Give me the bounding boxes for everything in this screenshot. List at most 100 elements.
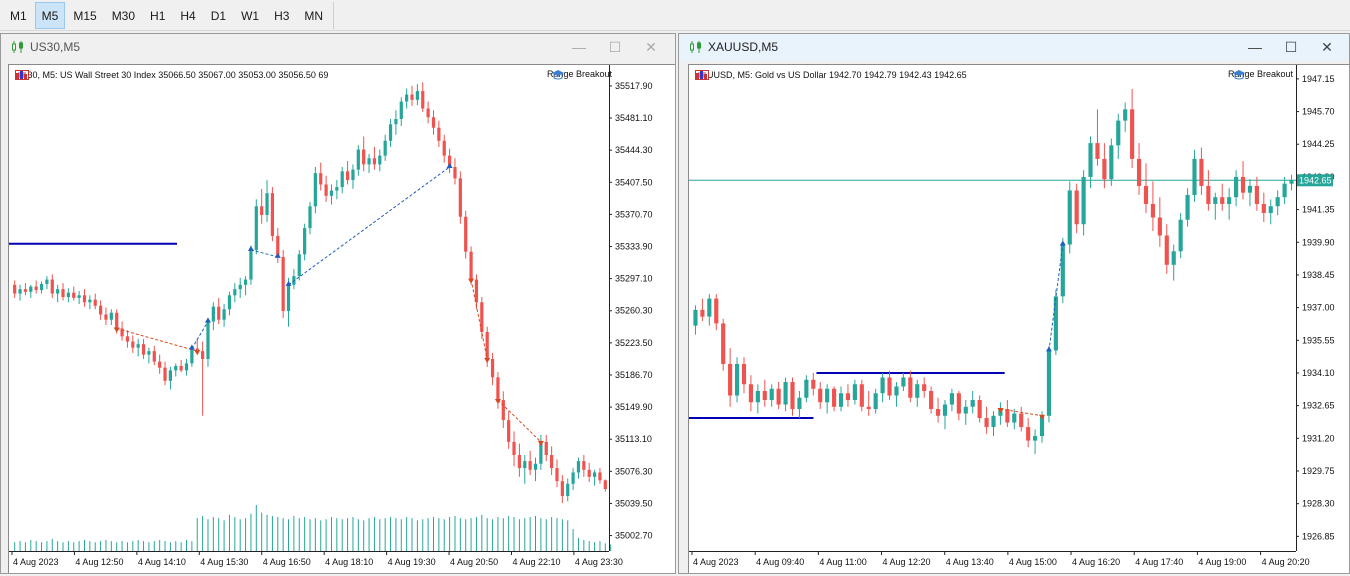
maximize-button[interactable]: ☐ [1284, 39, 1298, 55]
candle-body [82, 295, 87, 303]
trade-connection-line[interactable] [250, 249, 278, 258]
sell-deal-arrow[interactable] [997, 408, 1004, 414]
candle [1289, 174, 1294, 191]
price-axis-label: 35333.90 [615, 242, 653, 252]
timeframe-button-m5[interactable]: M5 [34, 2, 66, 29]
price-axis-label: 35444.30 [615, 145, 653, 155]
trade-connection-line[interactable] [1000, 408, 1043, 417]
candle [544, 434, 548, 462]
candle-body [963, 406, 968, 414]
time-axis-label: 4 Aug 22:10 [512, 557, 560, 567]
candle [367, 153, 371, 174]
candle [490, 352, 495, 386]
chart-window-us30[interactable]: US30,M5 — ☐ ✕ US30, M5: US Wall Street 3… [0, 33, 676, 574]
candle-body [991, 415, 996, 428]
candle [748, 375, 753, 412]
price-chart[interactable]: 1947.151945.701944.251942.801941.351939.… [689, 65, 1350, 576]
candle-body [324, 184, 328, 196]
trade-connection-line[interactable] [116, 327, 198, 352]
buy-deal-arrow[interactable] [188, 344, 195, 350]
buy-deal-arrow[interactable] [247, 245, 254, 251]
candle-body [394, 119, 398, 125]
buy-deal-arrow[interactable] [446, 163, 453, 168]
window-title-bar[interactable]: XAUUSD,M5 — ☐ ✕ [679, 34, 1349, 61]
candle [700, 298, 705, 322]
candle-body [351, 169, 355, 181]
candle [136, 338, 140, 357]
candle-body [1081, 176, 1086, 225]
chart-plot-area[interactable]: US30, M5: US Wall Street 30 Index 35066.… [8, 64, 675, 573]
timeframe-button-m15[interactable]: M15 [73, 9, 97, 23]
candle [260, 188, 264, 224]
candle [464, 210, 468, 259]
window-title-bar[interactable]: US30,M5 — ☐ ✕ [1, 34, 675, 61]
buy-deal-arrow[interactable] [1059, 240, 1066, 246]
candle [270, 187, 275, 242]
trade-connection-line[interactable] [288, 166, 450, 286]
price-axis-label: 35297.10 [615, 274, 653, 284]
timeframe-button-mn[interactable]: MN [304, 9, 324, 23]
candle [1088, 136, 1093, 189]
candle [211, 302, 215, 331]
sell-deal-arrow[interactable] [494, 399, 501, 405]
close-button[interactable]: ✕ [645, 39, 657, 55]
timeframe-button-group: M1 M5 M15 M30 H1 H4 D1 W1 H3 MN [3, 2, 335, 29]
candle-body [254, 206, 258, 250]
candle [963, 400, 968, 425]
candle [929, 386, 934, 414]
sell-deal-arrow[interactable] [537, 440, 544, 446]
candle-body [1123, 109, 1128, 121]
candle [734, 357, 740, 403]
timeframe-button-h1[interactable]: H1 [150, 9, 166, 23]
candle [1067, 181, 1072, 254]
expert-advisor-label[interactable]: Range Breakout [1228, 69, 1293, 80]
trade-connection-line[interactable] [191, 321, 209, 349]
buy-deal-arrow[interactable] [274, 252, 281, 258]
candle [501, 391, 505, 428]
depth-of-market-icon[interactable] [695, 70, 709, 80]
price-axis-label: 35517.90 [615, 81, 653, 91]
buy-deal-arrow[interactable] [285, 280, 292, 286]
price-axis-label: 1931.20 [1302, 433, 1335, 443]
candle [217, 297, 221, 325]
candle [421, 82, 425, 113]
candle-body [115, 312, 119, 329]
sell-deal-arrow[interactable] [468, 278, 475, 284]
candle-body [147, 351, 151, 355]
timeframe-button-h4[interactable]: H4 [180, 9, 196, 23]
candle-body [922, 384, 927, 391]
close-button[interactable]: ✕ [1321, 39, 1333, 55]
sell-deal-arrow[interactable] [113, 327, 120, 333]
maximize-button[interactable]: ☐ [608, 39, 622, 55]
candle [56, 284, 60, 303]
expert-advisor-label[interactable]: Range Breakout [547, 69, 612, 80]
candle-body [190, 348, 194, 364]
sell-deal-arrow[interactable] [1039, 414, 1046, 420]
candle-body [539, 441, 543, 464]
minimize-button[interactable]: — [1248, 39, 1262, 55]
timeframe-button-w1[interactable]: W1 [241, 9, 260, 23]
timeframe-button-d1[interactable]: D1 [210, 9, 227, 23]
timeframe-button-m1[interactable]: M1 [10, 9, 27, 23]
timeframe-button-m30[interactable]: M30 [111, 9, 136, 23]
candle-body [158, 361, 162, 368]
timeframe-button-h3[interactable]: H3 [274, 9, 290, 23]
trade-connection-line[interactable] [1048, 244, 1064, 351]
minimize-button[interactable]: — [572, 39, 586, 55]
sell-deal-arrow[interactable] [194, 350, 201, 356]
candle [415, 84, 419, 106]
price-chart[interactable]: 35517.90 35481.10 35444.30 35407.50 35370.70… [9, 65, 677, 576]
candle [762, 379, 767, 407]
buy-deal-arrow[interactable] [1045, 346, 1052, 352]
candle [77, 290, 81, 305]
time-axis-label: 4 Aug 12:50 [75, 557, 123, 567]
chart-plot-area[interactable]: XAUUSD, M5: Gold vs US Dollar 1942.70 19… [688, 64, 1349, 573]
chart-window-xauusd[interactable]: XAUUSD,M5 — ☐ ✕ XAUUSD, M5: Gold vs US D… [678, 33, 1350, 574]
candle-body [141, 344, 146, 355]
depth-of-market-icon[interactable] [15, 70, 29, 80]
sell-deal-arrow[interactable] [484, 358, 491, 363]
buy-deal-arrow[interactable] [204, 317, 211, 323]
trade-connection-line[interactable] [470, 279, 488, 360]
candle [1046, 345, 1052, 423]
candle [372, 146, 377, 170]
